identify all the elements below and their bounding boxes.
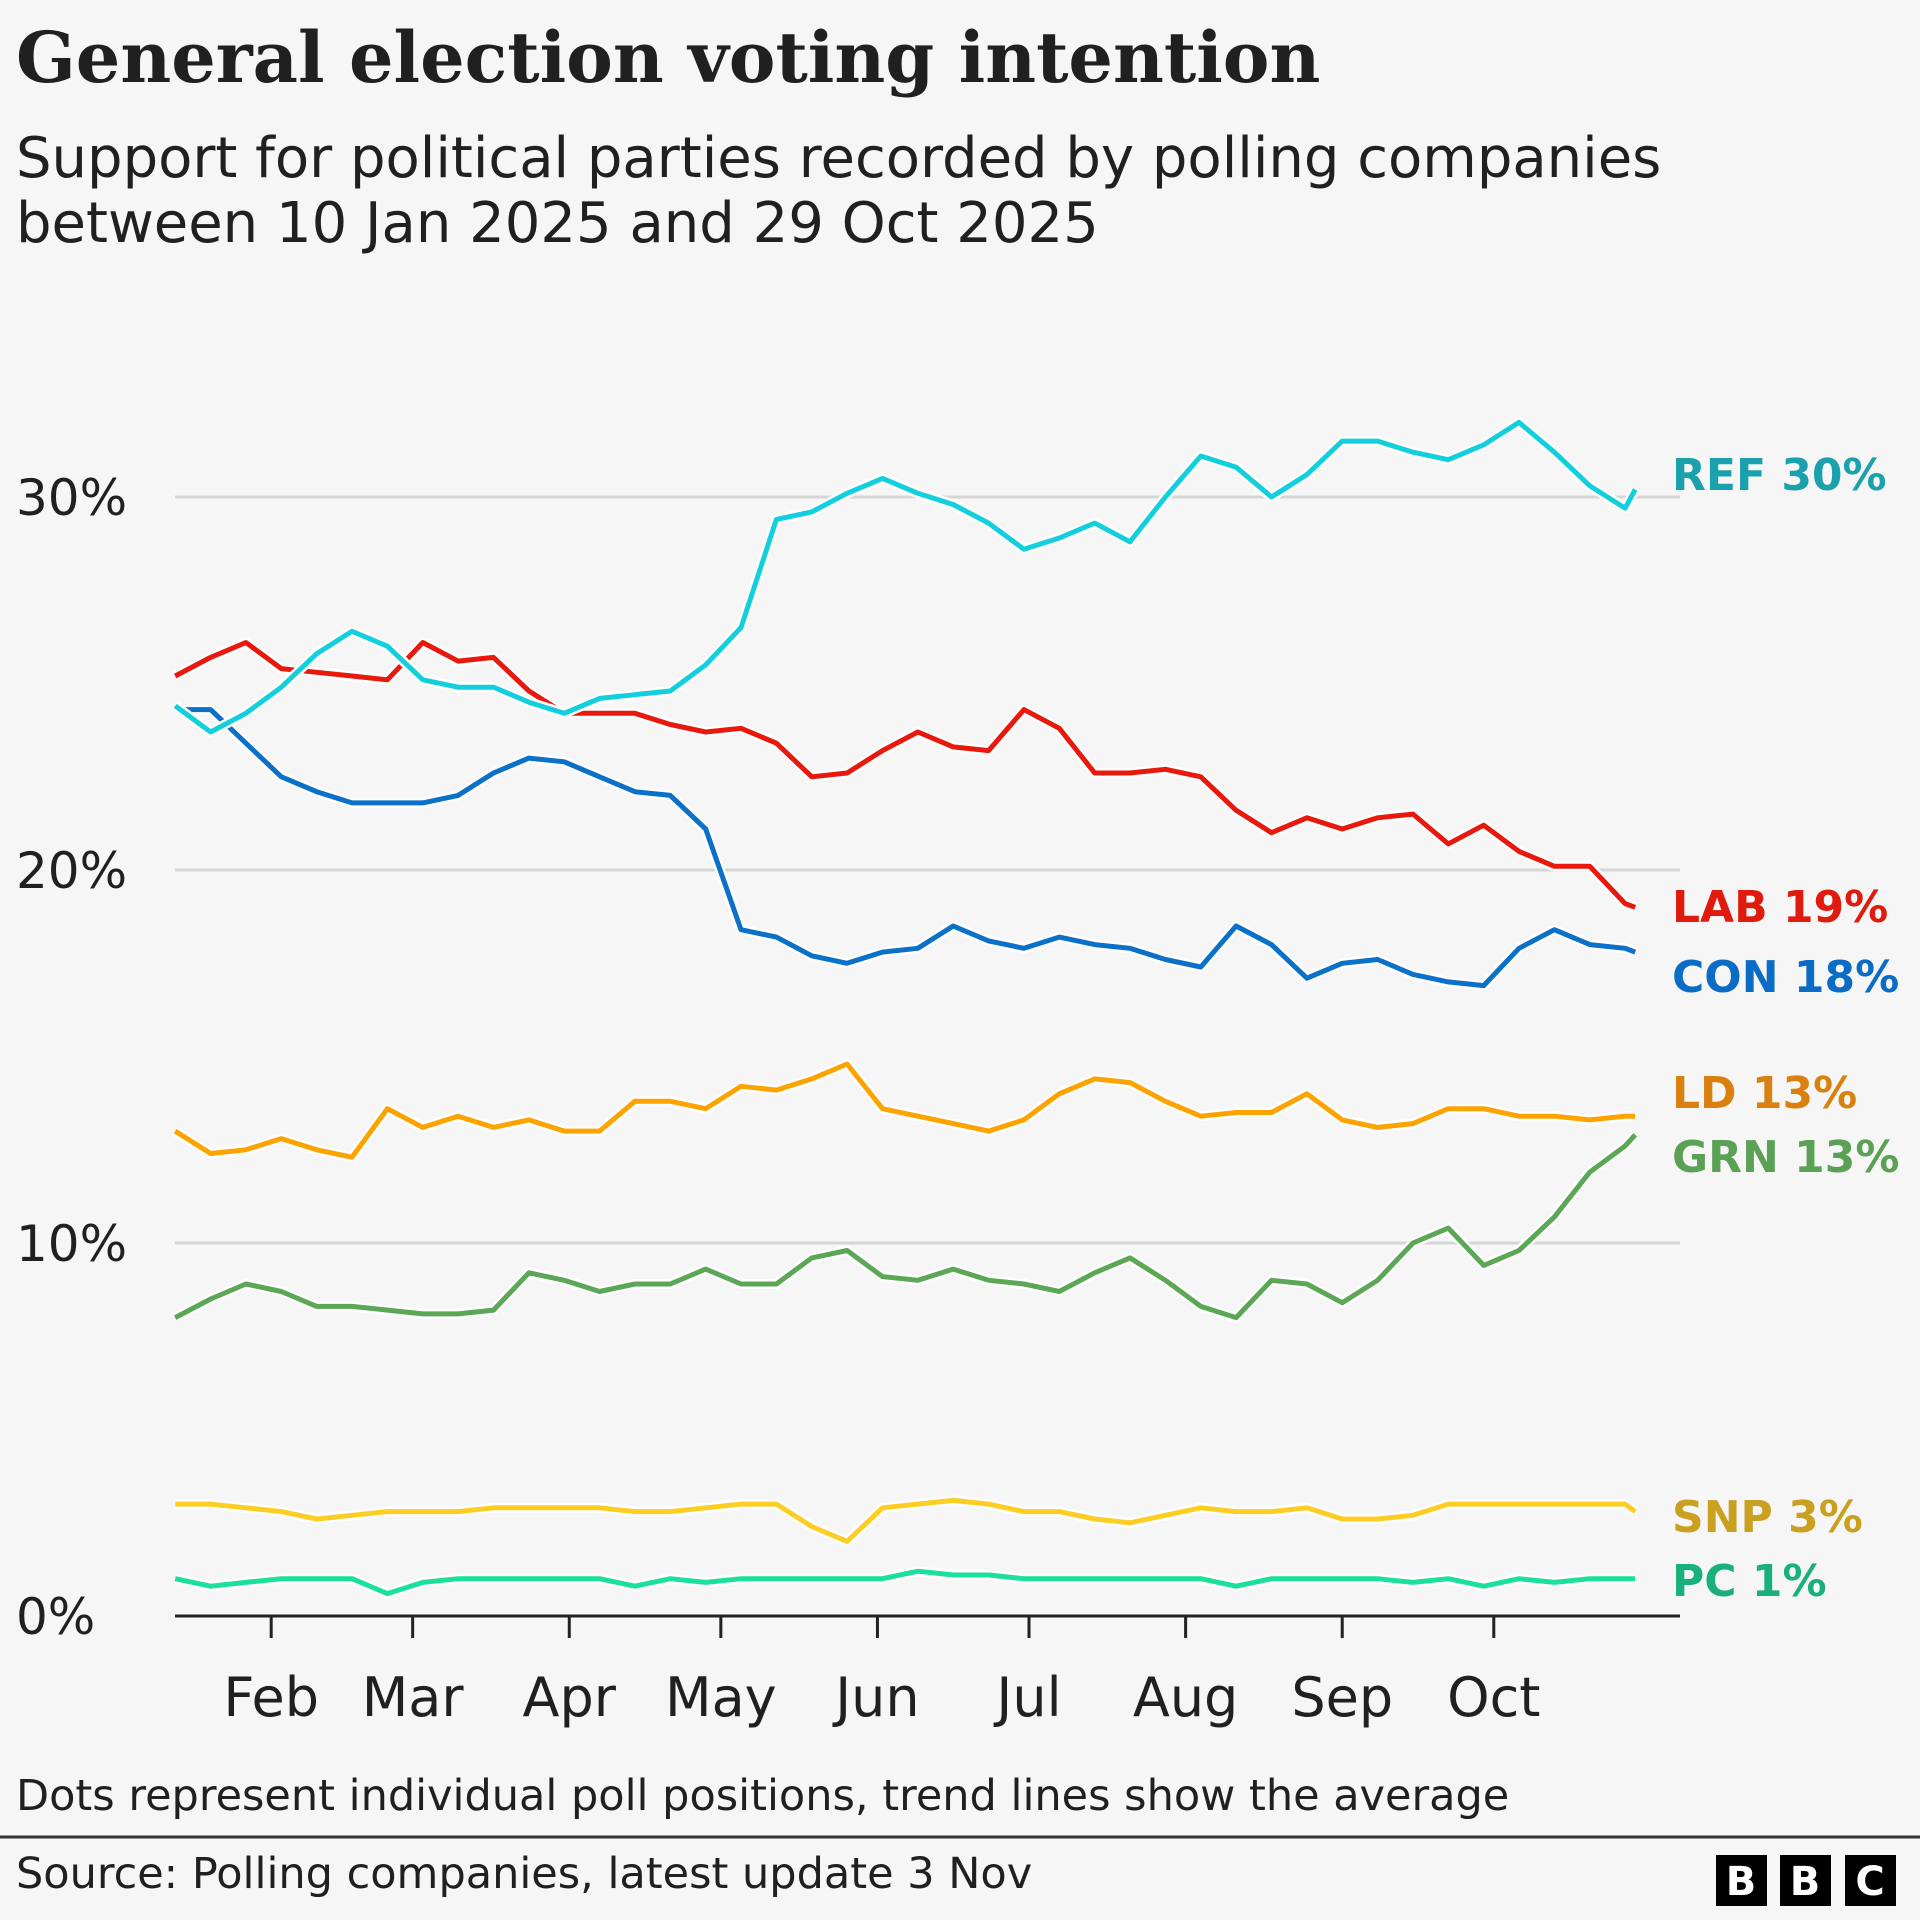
svg-text:B: B: [1790, 1859, 1821, 1905]
trend-line-ref: [173, 419, 1638, 735]
trend-line-pc: [174, 1568, 1636, 1597]
x-tick-label: Aug: [1133, 1666, 1238, 1729]
subtitle-line-2: between 10 Jan 2025 and 29 Oct 2025: [16, 191, 1099, 256]
y-axis: 0% 10% 20% 30%: [16, 469, 127, 1646]
y-tick-label: 30%: [16, 469, 127, 527]
x-tick-label: Feb: [223, 1666, 319, 1729]
trend-lines: [172, 417, 1640, 1599]
series-labels: PC 1% SNP 3% GRN 13% LD 13% CON 18% LAB 19% RE…: [1672, 450, 1899, 1607]
trend-halo-con: [175, 704, 1637, 991]
series-label-con: CON 18%: [1672, 952, 1899, 1003]
x-tick-label: Jun: [832, 1666, 919, 1729]
y-tick-label: 20%: [16, 842, 127, 900]
y-tick-label: 0%: [16, 1588, 95, 1646]
series-label-ld: LD 13%: [1672, 1068, 1857, 1119]
x-tick-label: May: [665, 1666, 777, 1729]
svg-text:C: C: [1855, 1859, 1884, 1905]
x-tick-label: Mar: [362, 1666, 465, 1729]
trend-line-ld: [173, 1061, 1636, 1160]
footnote: Dots represent individual poll positions…: [16, 1771, 1509, 1821]
trend-line-snp: [175, 1497, 1637, 1544]
y-tick-label: 10%: [16, 1215, 127, 1273]
trend-halo-lab: [172, 637, 1637, 912]
chart-title: General election voting intention: [16, 16, 1320, 99]
x-tick-label: Apr: [523, 1666, 617, 1729]
source-text: Source: Polling companies, latest update…: [16, 1849, 1032, 1899]
x-tick-label: Sep: [1291, 1666, 1393, 1729]
series-label-grn: GRN 13%: [1672, 1132, 1899, 1183]
subtitle-line-1: Support for political parties recorded b…: [16, 126, 1661, 191]
x-axis: Feb Mar Apr May Jun Jul Aug Sep Oct: [175, 1614, 1680, 1729]
x-tick-label: Jul: [993, 1666, 1061, 1729]
trend-line-grn: [174, 1133, 1638, 1321]
gridlines: [175, 495, 1680, 1245]
svg-text:B: B: [1726, 1859, 1757, 1905]
series-label-snp: SNP 3%: [1672, 1492, 1863, 1543]
series-label-pc: PC 1%: [1672, 1556, 1827, 1607]
x-tick-label: Oct: [1447, 1666, 1540, 1729]
trend-line-con: [175, 707, 1637, 989]
bbc-logo: B B C: [1716, 1855, 1896, 1906]
trend-halo-ref: [172, 417, 1640, 737]
series-label-lab: LAB 19%: [1672, 882, 1888, 933]
trend-line-lab: [174, 640, 1637, 910]
series-label-ref: REF 30%: [1672, 450, 1887, 501]
trend-halo-grn: [172, 1131, 1639, 1323]
